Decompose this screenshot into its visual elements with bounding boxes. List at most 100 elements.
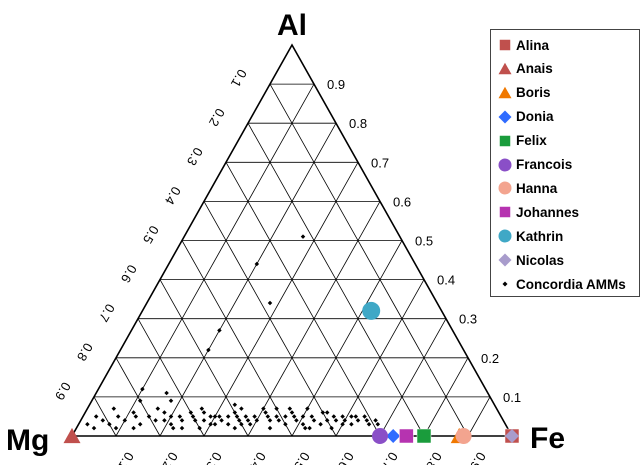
amm-point xyxy=(333,418,339,423)
amm-point xyxy=(247,422,253,427)
amm-point xyxy=(199,406,205,411)
amm-point xyxy=(274,414,279,419)
amm-point xyxy=(267,300,273,306)
grid-line xyxy=(203,162,359,437)
tick-label-left: 0.4 xyxy=(162,184,184,207)
legend-label: Alina xyxy=(516,37,550,53)
tick-label-right: 0.4 xyxy=(437,273,455,288)
vertex-label-mg: Mg xyxy=(6,424,49,457)
tick-label-bottom: 0.2 xyxy=(159,450,181,465)
vertex-label-fe: Fe xyxy=(530,422,565,455)
amm-point xyxy=(155,406,161,411)
amm-point xyxy=(197,425,202,431)
legend-symbol xyxy=(502,281,508,287)
legend-item: Johannes xyxy=(498,201,579,223)
tick-label-right: 0.1 xyxy=(503,390,521,405)
legend-label: Donia xyxy=(516,109,554,125)
amm-point xyxy=(245,418,251,423)
legend-symbol xyxy=(499,39,511,51)
legend-label: Johannes xyxy=(516,204,580,220)
amm-point xyxy=(311,418,317,423)
point-hanna xyxy=(455,428,472,444)
grid-line xyxy=(467,396,491,437)
grid-line xyxy=(225,162,381,437)
grid-line xyxy=(379,318,447,437)
amm-point xyxy=(291,414,297,419)
legend-symbol xyxy=(499,206,511,219)
tick-label-bottom: 0.6 xyxy=(335,450,357,465)
legend-symbol xyxy=(498,110,512,124)
amm-point xyxy=(170,425,176,431)
grid-line xyxy=(115,357,161,437)
tick-label-left: 0.7 xyxy=(96,301,118,324)
amm-point xyxy=(340,414,345,419)
tick-label-bottom: 0.1 xyxy=(115,450,137,465)
vertex-label-al: Al xyxy=(277,9,307,42)
amm-point xyxy=(294,418,299,423)
tick-label-right: 0.2 xyxy=(481,351,499,366)
legend-marker-circle-icon xyxy=(498,158,512,172)
triangle-frame xyxy=(70,43,514,437)
amm-point xyxy=(219,418,224,423)
amm-point xyxy=(234,414,240,419)
amm-point xyxy=(289,410,295,415)
grid-line xyxy=(203,201,337,437)
legend-marker-diamond-icon xyxy=(498,110,512,124)
amm-point xyxy=(287,406,293,411)
amm-point xyxy=(232,425,238,431)
amm-point xyxy=(131,425,136,431)
amm-point xyxy=(162,410,167,415)
amm-point xyxy=(305,406,310,411)
amm-point xyxy=(225,414,231,419)
amm-point xyxy=(236,418,242,423)
legend-symbol xyxy=(498,158,512,171)
amm-point xyxy=(373,418,378,423)
amm-point xyxy=(364,418,370,423)
amm-point xyxy=(329,425,334,431)
amm-point xyxy=(190,414,196,419)
amm-point xyxy=(300,422,306,427)
triangle-outline xyxy=(70,43,514,437)
tick-label-bottom: 0.5 xyxy=(291,450,313,465)
tick-label-right: 0.7 xyxy=(371,155,389,170)
legend-symbol xyxy=(498,253,512,267)
legend-item: Nicolas xyxy=(498,249,564,271)
amm-point xyxy=(324,410,330,415)
amm-point xyxy=(252,414,257,419)
legend-label: Francois xyxy=(516,157,573,172)
amm-point xyxy=(232,402,238,407)
amm-point xyxy=(375,422,381,427)
amm-point xyxy=(153,418,158,423)
legend-label: Kathrin xyxy=(516,228,564,244)
legend: Alina Anais Boris Donia Felix Francois Hanna Jo… xyxy=(490,29,640,297)
amm-point xyxy=(168,398,174,404)
point-johannes xyxy=(399,428,414,444)
legend-symbol xyxy=(498,181,512,195)
amm-point xyxy=(302,425,308,431)
amm-point xyxy=(217,414,222,419)
legend-symbol xyxy=(499,134,511,147)
grid-line xyxy=(115,83,315,437)
amm-point xyxy=(206,347,211,353)
tick-label-left: 0.1 xyxy=(228,67,250,90)
point-kathrin xyxy=(362,301,381,320)
amm-point xyxy=(366,422,372,427)
legend-label: Felix xyxy=(516,133,547,149)
tick-label-right: 0.6 xyxy=(393,194,411,209)
legend-label: Anais xyxy=(516,61,553,77)
amm-point xyxy=(320,410,326,415)
tick-label-left: 0.9 xyxy=(52,380,74,403)
amm-point xyxy=(232,410,238,415)
amm-point xyxy=(111,406,117,411)
legend-marker-triangle-icon xyxy=(498,86,512,100)
amm-point xyxy=(115,414,121,419)
amm-point xyxy=(274,406,279,411)
tick-label-bottom: 0.3 xyxy=(203,450,225,465)
data-points xyxy=(63,234,520,444)
tick-label-left: 0.6 xyxy=(118,262,140,285)
legend-item: Anais xyxy=(498,58,553,80)
amm-point xyxy=(355,418,361,423)
amm-point xyxy=(340,422,345,427)
amm-point xyxy=(168,414,174,419)
legend-marker-circle-icon xyxy=(498,229,512,243)
